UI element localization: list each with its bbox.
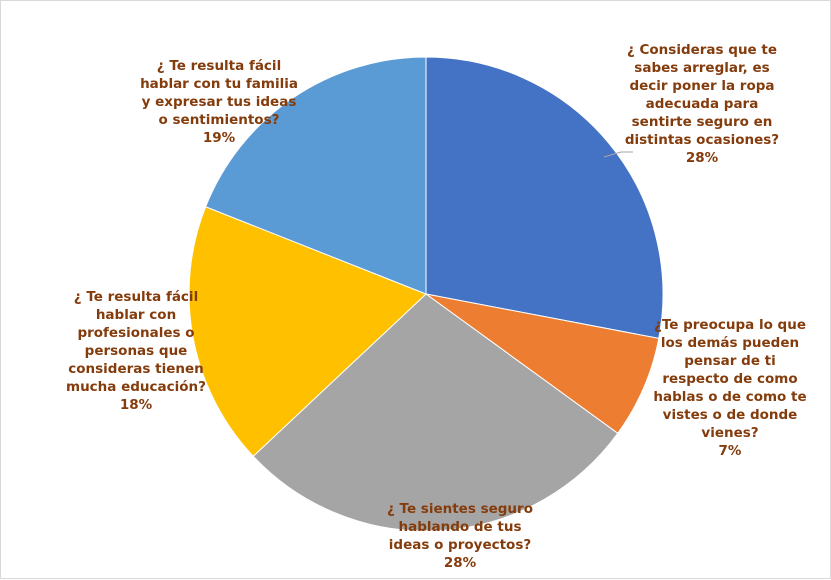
slice-label-line: ideas o proyectos?: [389, 537, 531, 553]
slice-label-line: o sentimientos?: [159, 112, 280, 128]
pie-slice: [188, 206, 427, 457]
pie-slice: [204, 56, 427, 295]
slice-label-line: los demás pueden: [661, 335, 799, 351]
slice-label-line: decir poner la ropa: [629, 78, 774, 94]
slice-label-line: sabes arreglar, es: [634, 60, 769, 76]
slice-percent-label: 28%: [686, 150, 719, 166]
slice-percent-label: 18%: [120, 397, 153, 413]
slice-label-line: hablas o de como te: [653, 389, 806, 405]
slice-data-label: ¿ Te sientes seguro hablando de tus ideas …: [387, 501, 533, 571]
slice-label-line: personas que: [85, 343, 188, 359]
slice-label-line: ¿ Consideras que te: [627, 42, 777, 58]
slice-label-line: ¿ Te resulta fácil: [157, 58, 281, 74]
slice-data-label: ¿ Consideras que te sabes arreglar, es dec…: [625, 42, 779, 166]
slice-data-label: ¿ Te resulta fácil hablar con tu familia y…: [140, 58, 298, 146]
pie-slice: [425, 293, 660, 435]
slice-label-line: adecuada para: [646, 96, 759, 112]
slice-label-line: respecto de como: [662, 371, 797, 387]
slice-percent-label: 19%: [203, 130, 236, 146]
slice-percent-label: 28%: [444, 555, 477, 571]
slice-label-line: hablar con tu familia: [140, 76, 298, 92]
leader-line: [603, 151, 633, 158]
pie-slice: [425, 56, 664, 339]
slice-label-line: mucha educación?: [66, 379, 206, 395]
slice-label-line: profesionales o: [77, 325, 194, 341]
slice-data-label: ¿Te preocupa lo que los demás pueden pensa…: [653, 317, 806, 459]
pie-slice: [252, 293, 619, 532]
slice-data-label: ¿ Te resulta fácil hablar con profesionale…: [66, 289, 206, 413]
slice-label-line: hablar con: [96, 307, 176, 323]
slice-label-line: pensar de ti: [684, 353, 776, 369]
slice-label-line: vistes o de donde: [663, 407, 798, 423]
slice-label-line: vienes?: [701, 425, 758, 441]
slice-label-line: y expresar tus ideas: [142, 94, 297, 110]
slice-label-line: distintas ocasiones?: [625, 132, 779, 148]
slice-label-line: hablando de tus: [399, 519, 522, 535]
slice-label-line: ¿Te preocupa lo que: [654, 317, 806, 333]
slice-label-line: ¿ Te resulta fácil: [74, 289, 198, 305]
slice-label-line: consideras tienen: [68, 361, 204, 377]
slice-percent-label: 7%: [719, 443, 742, 459]
slice-label-line: sentirte seguro en: [632, 114, 773, 130]
slice-label-line: ¿ Te sientes seguro: [387, 501, 533, 517]
